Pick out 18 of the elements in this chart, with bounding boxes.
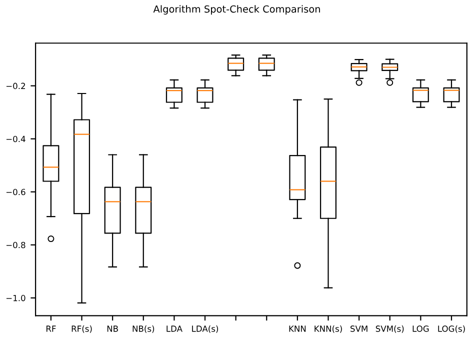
x-tick-label: KNN — [289, 326, 306, 332]
x-tick-label: NB(s) — [132, 325, 154, 333]
y-tick-label: −1.0 — [6, 294, 26, 302]
y-tick-label: −0.2 — [6, 82, 25, 90]
chart-title: Algorithm Spot-Check Comparison — [153, 5, 320, 15]
x-tick-label: KNN(s) — [314, 325, 342, 333]
x-tick-label: SVM — [350, 326, 368, 332]
x-tick-label: LDA — [166, 326, 182, 332]
y-tick-label: −0.4 — [6, 136, 26, 142]
x-tick-label: LDA(s) — [192, 325, 218, 333]
x-tick-label: LOG — [412, 326, 429, 332]
x-tick-label: SVM(s) — [376, 325, 404, 333]
x-tick-label: LOG(s) — [438, 325, 465, 333]
y-tick-label: −0.6 — [6, 188, 26, 196]
x-tick-label: RF(s) — [72, 325, 92, 333]
x-tick-label: RF — [46, 326, 56, 332]
y-tick-label: −0.8 — [6, 242, 26, 248]
x-tick-label: NB — [107, 326, 118, 332]
